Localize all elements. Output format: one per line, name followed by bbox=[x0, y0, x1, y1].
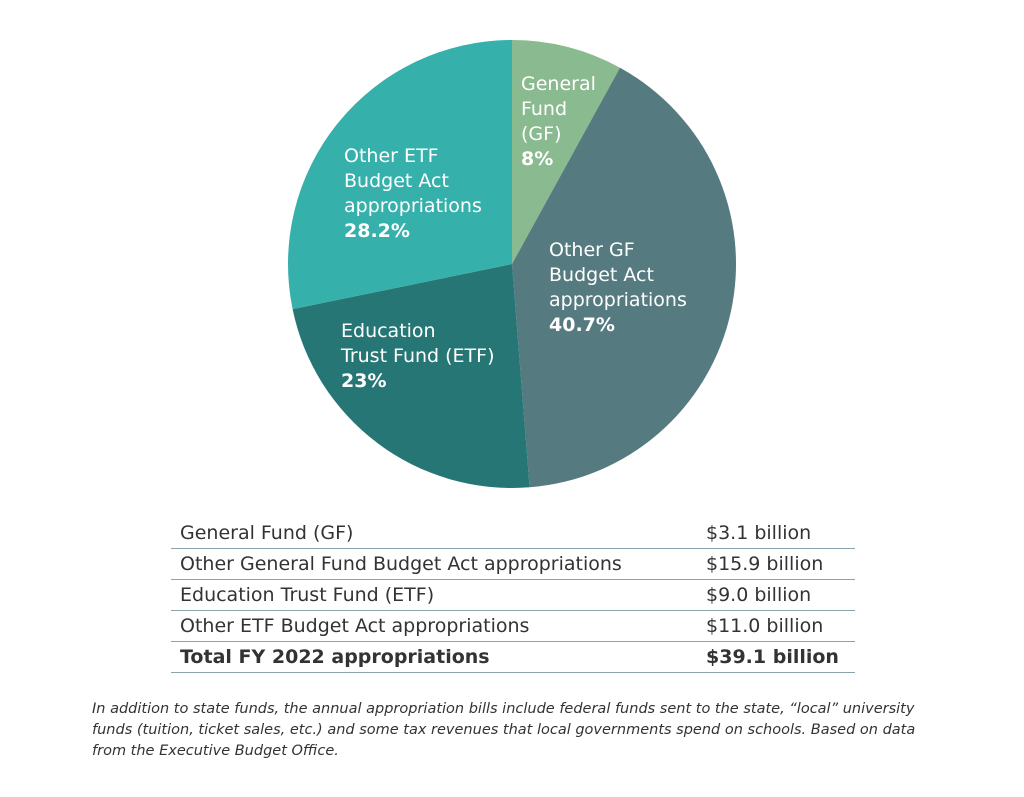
slice-label-line: Budget Act bbox=[344, 170, 449, 192]
row-label: Education Trust Fund (ETF) bbox=[171, 579, 697, 611]
slice-percent: 40.7% bbox=[549, 314, 615, 336]
table-total-row: Total FY 2022 appropriations $39.1 billio… bbox=[171, 641, 855, 673]
slice-label-line: Budget Act bbox=[549, 264, 654, 286]
row-label: General Fund (GF) bbox=[171, 518, 697, 549]
table-row: Education Trust Fund (ETF) $9.0 billion bbox=[171, 579, 855, 611]
pie-slice bbox=[512, 67, 737, 488]
footnote: In addition to state funds, the annual a… bbox=[92, 701, 916, 759]
row-label: Total FY 2022 appropriations bbox=[171, 641, 697, 673]
pie-chart: General Fund (GF) 8% Other GF Budget Act appro… bbox=[287, 40, 737, 489]
row-amount: $11.0 billion bbox=[697, 610, 855, 642]
slice-label-line: Education bbox=[341, 320, 436, 342]
table-row: General Fund (GF) $3.1 billion bbox=[171, 518, 855, 549]
table-row: Other ETF Budget Act appropriations $11.0… bbox=[171, 610, 855, 642]
appropriations-table: General Fund (GF) $3.1 billion Other Gener… bbox=[171, 518, 855, 673]
pie-slice bbox=[512, 40, 621, 264]
slice-label-line: General bbox=[521, 73, 596, 95]
slice-label-line: appropriations bbox=[344, 195, 482, 217]
row-amount: $39.1 billion bbox=[697, 641, 855, 673]
slice-label-line: Other ETF bbox=[344, 145, 439, 167]
slice-label-line: Trust Fund (ETF) bbox=[340, 345, 495, 367]
slice-percent: 8% bbox=[521, 148, 553, 170]
table-row: Other General Fund Budget Act appropriat… bbox=[171, 548, 855, 580]
slice-percent: 23% bbox=[341, 370, 386, 392]
row-amount: $9.0 billion bbox=[697, 579, 855, 611]
row-amount: $15.9 billion bbox=[697, 548, 855, 580]
slice-label-line: Fund bbox=[521, 98, 567, 120]
slice-label: Education Trust Fund (ETF) 23% bbox=[340, 320, 495, 392]
slice-label: General Fund (GF) 8% bbox=[521, 73, 596, 170]
slice-label: Other GF Budget Act appropriations 40.7% bbox=[549, 239, 687, 336]
slice-percent: 28.2% bbox=[344, 220, 410, 242]
slice-label-line: appropriations bbox=[549, 289, 687, 311]
pie-slice bbox=[292, 264, 530, 489]
slice-label: Other ETF Budget Act appropriations 28.2% bbox=[344, 145, 482, 242]
slice-label-line: (GF) bbox=[521, 123, 561, 145]
row-label: Other General Fund Budget Act appropriat… bbox=[171, 548, 697, 580]
row-label: Other ETF Budget Act appropriations bbox=[171, 610, 697, 642]
row-amount: $3.1 billion bbox=[697, 518, 855, 549]
slice-label-line: Other GF bbox=[549, 239, 635, 261]
pie-slice bbox=[287, 40, 512, 310]
